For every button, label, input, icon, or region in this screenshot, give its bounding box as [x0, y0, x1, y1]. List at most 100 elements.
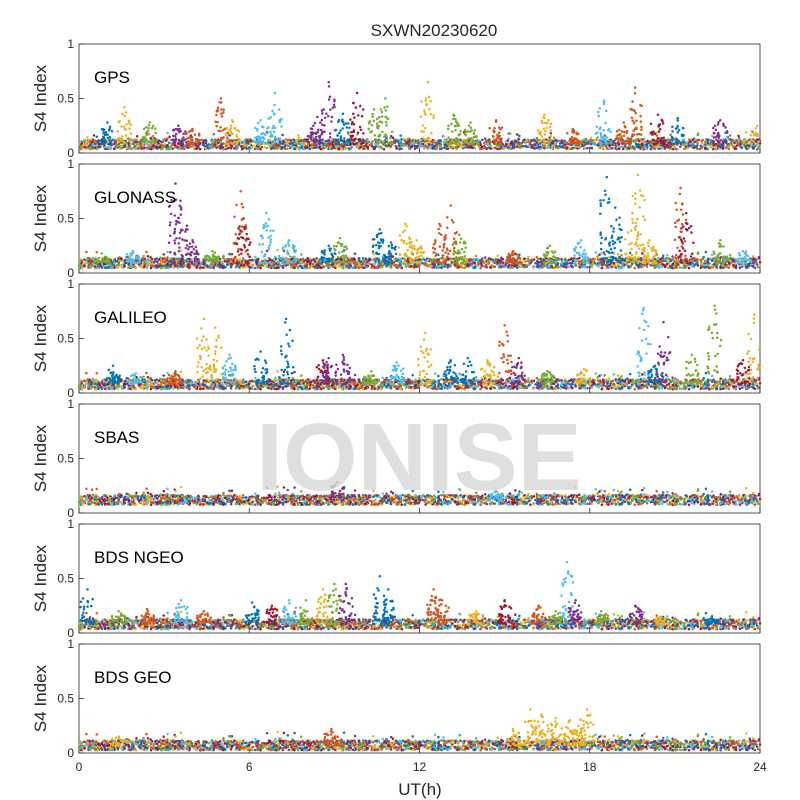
- data-point: [493, 130, 496, 133]
- data-point: [473, 146, 476, 150]
- data-point: [341, 127, 344, 130]
- data-point: [187, 139, 190, 143]
- data-point: [339, 129, 342, 132]
- data-point: [666, 254, 669, 257]
- data-point: [601, 138, 605, 142]
- data-point: [429, 146, 432, 150]
- data-point: [738, 138, 741, 141]
- data-point: [656, 139, 659, 142]
- data-point: [750, 129, 754, 133]
- data-point: [187, 136, 190, 140]
- data-point: [610, 146, 613, 150]
- data-point: [222, 128, 225, 132]
- data-point: [632, 133, 636, 136]
- data-point: [106, 121, 109, 124]
- data-point: [616, 252, 620, 256]
- data-point: [532, 146, 535, 150]
- data-point: [120, 137, 124, 141]
- data-point: [630, 108, 634, 111]
- data-point: [245, 147, 248, 150]
- data-point: [515, 133, 519, 136]
- data-point: [633, 147, 636, 151]
- data-point: [642, 137, 646, 140]
- data-point: [265, 146, 269, 150]
- data-point: [634, 142, 638, 146]
- data-point: [610, 139, 613, 143]
- data-point: [294, 141, 298, 145]
- data-point: [187, 130, 191, 134]
- data-point: [202, 266, 205, 269]
- data-point: [530, 139, 533, 143]
- data-point: [534, 143, 537, 146]
- data-point: [202, 142, 205, 145]
- data-point: [162, 146, 165, 149]
- data-point: [159, 143, 163, 146]
- data-point: [178, 139, 181, 143]
- data-point: [549, 122, 553, 125]
- data-point: [706, 140, 710, 143]
- data-point: [112, 142, 116, 146]
- data-point: [604, 121, 607, 125]
- data-point: [230, 119, 234, 122]
- data-point: [577, 145, 580, 149]
- data-point: [686, 146, 690, 150]
- data-point: [384, 109, 387, 112]
- data-point: [273, 113, 276, 116]
- data-point: [108, 139, 111, 142]
- data-point: [715, 143, 718, 146]
- data-point: [465, 139, 468, 142]
- data-point: [312, 124, 315, 127]
- data-point: [128, 127, 131, 130]
- data-point: [108, 141, 112, 145]
- data-point: [550, 138, 553, 141]
- data-point: [253, 126, 257, 130]
- data-point: [372, 108, 376, 111]
- data-point: [675, 137, 678, 141]
- data-point: [151, 134, 155, 138]
- data-point: [352, 129, 356, 132]
- data-point: [538, 147, 541, 151]
- data-point: [217, 145, 221, 148]
- data-point: [645, 147, 648, 151]
- data-point: [380, 147, 384, 150]
- data-point: [540, 135, 544, 138]
- data-point: [717, 136, 720, 139]
- data-point: [141, 140, 145, 144]
- data-point: [657, 145, 661, 149]
- data-point: [328, 144, 331, 148]
- data-point: [102, 128, 106, 132]
- data-point: [130, 146, 133, 149]
- data-point: [377, 145, 380, 148]
- data-point: [756, 265, 760, 269]
- data-point: [267, 117, 271, 120]
- data-point: [570, 136, 574, 139]
- data-point: [682, 138, 686, 141]
- data-point: [598, 107, 602, 110]
- data-point: [597, 114, 600, 118]
- data-point: [320, 132, 324, 136]
- data-point: [600, 135, 603, 139]
- data-point: [139, 145, 142, 149]
- data-point: [176, 142, 180, 145]
- data-point: [424, 144, 427, 148]
- data-point: [357, 138, 360, 141]
- data-point: [680, 142, 683, 146]
- data-point: [411, 139, 414, 143]
- data-point: [85, 250, 88, 254]
- data-point: [174, 132, 178, 136]
- data-point: [721, 147, 725, 150]
- data-point: [320, 141, 324, 145]
- data-point: [340, 147, 343, 151]
- data-point: [295, 138, 298, 142]
- data-point: [676, 131, 679, 134]
- data-point: [427, 140, 430, 143]
- data-point: [496, 254, 499, 258]
- data-point: [633, 109, 636, 113]
- data-point: [532, 138, 536, 141]
- data-point: [260, 136, 264, 140]
- data-point: [446, 127, 450, 131]
- data-point: [345, 126, 349, 129]
- data-point: [696, 147, 699, 151]
- data-point: [163, 143, 167, 146]
- data-point: [602, 99, 606, 102]
